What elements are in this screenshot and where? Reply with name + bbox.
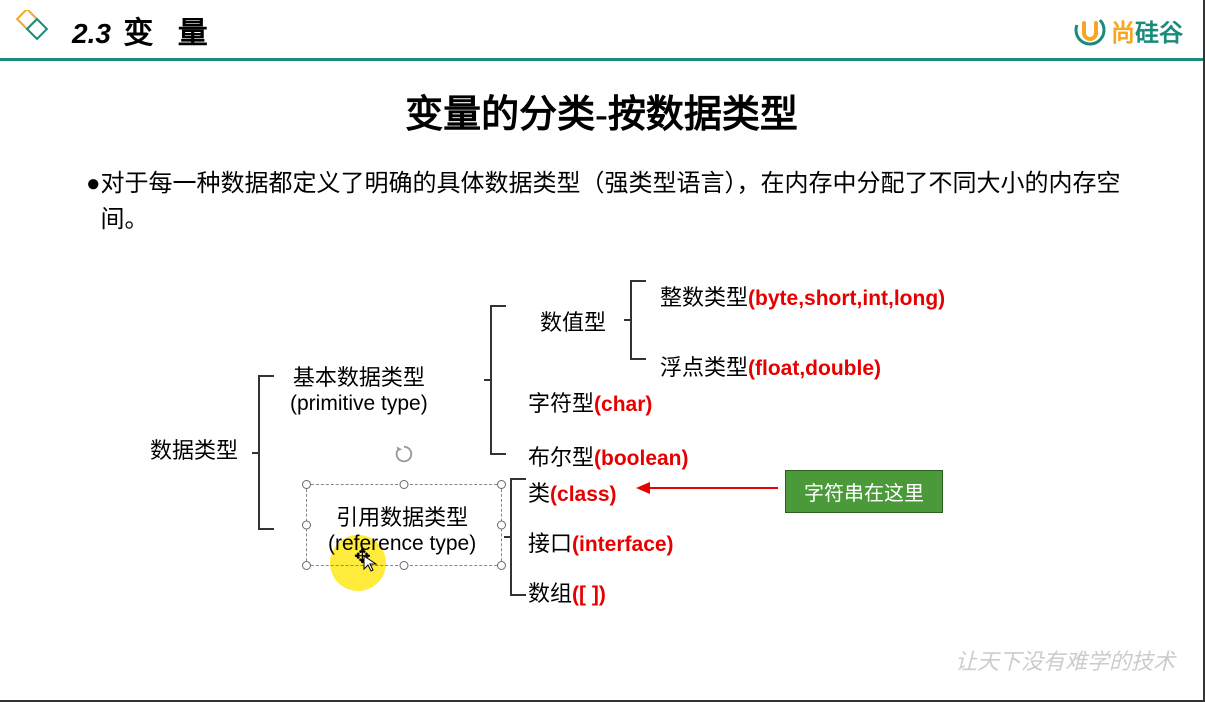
description-row: ● 对于每一种数据都定义了明确的具体数据类型（强类型语言），在内存中分配了不同大… <box>86 166 1123 238</box>
primitive-en: (primitive type) <box>290 392 428 416</box>
watermark-text: 让天下没有难学的技术 <box>955 644 1175 676</box>
handle-tc[interactable] <box>400 480 409 489</box>
bool-cn: 布尔型 <box>528 445 594 470</box>
float-en: (float,double) <box>748 357 881 380</box>
node-bool: 布尔型(boolean) <box>528 440 689 472</box>
bullet-icon: ● <box>86 166 101 202</box>
array-cn: 数组 <box>528 581 572 606</box>
reference-en: (reference type) <box>328 532 476 556</box>
bracket-reference <box>510 478 512 596</box>
callout-arrow <box>650 487 778 489</box>
node-char: 字符型(char) <box>528 386 652 418</box>
main-title: 变量的分类-按数据类型 <box>0 83 1203 138</box>
class-cn: 类 <box>528 481 550 506</box>
integer-cn: 整数类型 <box>660 285 748 310</box>
node-array: 数组([ ]) <box>528 576 606 608</box>
node-integer: 整数类型(byte,short,int,long) <box>660 280 945 312</box>
section-title: 变 量 <box>123 17 215 50</box>
node-class: 类(class) <box>528 476 617 508</box>
bracket-root <box>258 375 260 530</box>
node-reference[interactable]: 引用数据类型 (reference type) <box>328 500 476 556</box>
node-numeric: 数值型 <box>540 305 606 337</box>
primitive-cn: 基本数据类型 <box>290 360 428 392</box>
char-en: (char) <box>594 393 652 416</box>
node-float: 浮点类型(float,double) <box>660 350 881 382</box>
handle-tl[interactable] <box>302 480 311 489</box>
brand-logo: 尚硅谷 <box>1073 13 1183 48</box>
rotate-handle-icon[interactable] <box>393 443 415 465</box>
type-tree-diagram: 数据类型 基本数据类型 (primitive type) 数值型 整数类型(by… <box>0 260 1205 660</box>
handle-bc[interactable] <box>400 561 409 570</box>
brand-u-icon <box>1073 13 1107 47</box>
slide-header: 2.3 变 量 尚硅谷 <box>0 0 1203 61</box>
node-interface: 接口(interface) <box>528 526 674 558</box>
interface-en: (interface) <box>572 533 674 556</box>
node-primitive: 基本数据类型 (primitive type) <box>290 360 428 416</box>
arrow-head-icon <box>636 482 650 494</box>
brand-text: 尚硅谷 <box>1111 13 1183 48</box>
bracket-numeric <box>630 280 632 360</box>
char-cn: 字符型 <box>528 391 594 416</box>
description-text: 对于每一种数据都定义了明确的具体数据类型（强类型语言），在内存中分配了不同大小的… <box>101 166 1124 238</box>
integer-en: (byte,short,int,long) <box>748 287 945 310</box>
reference-cn: 引用数据类型 <box>328 500 476 532</box>
handle-br[interactable] <box>497 561 506 570</box>
diamond-icon <box>12 10 52 50</box>
node-root: 数据类型 <box>150 433 238 465</box>
class-en: (class) <box>550 483 617 506</box>
handle-mr[interactable] <box>497 521 506 530</box>
section-heading: 2.3 变 量 <box>72 8 216 52</box>
array-en: ([ ]) <box>572 583 606 606</box>
callout-box: 字符串在这里 <box>785 470 943 513</box>
float-cn: 浮点类型 <box>660 355 748 380</box>
interface-cn: 接口 <box>528 531 572 556</box>
handle-tr[interactable] <box>497 480 506 489</box>
bool-en: (boolean) <box>594 447 689 470</box>
header-left: 2.3 变 量 <box>12 8 216 52</box>
section-number: 2.3 <box>72 18 111 49</box>
bracket-primitive <box>490 305 492 455</box>
arrow-cursor-icon <box>362 554 380 572</box>
handle-ml[interactable] <box>302 521 311 530</box>
handle-bl[interactable] <box>302 561 311 570</box>
